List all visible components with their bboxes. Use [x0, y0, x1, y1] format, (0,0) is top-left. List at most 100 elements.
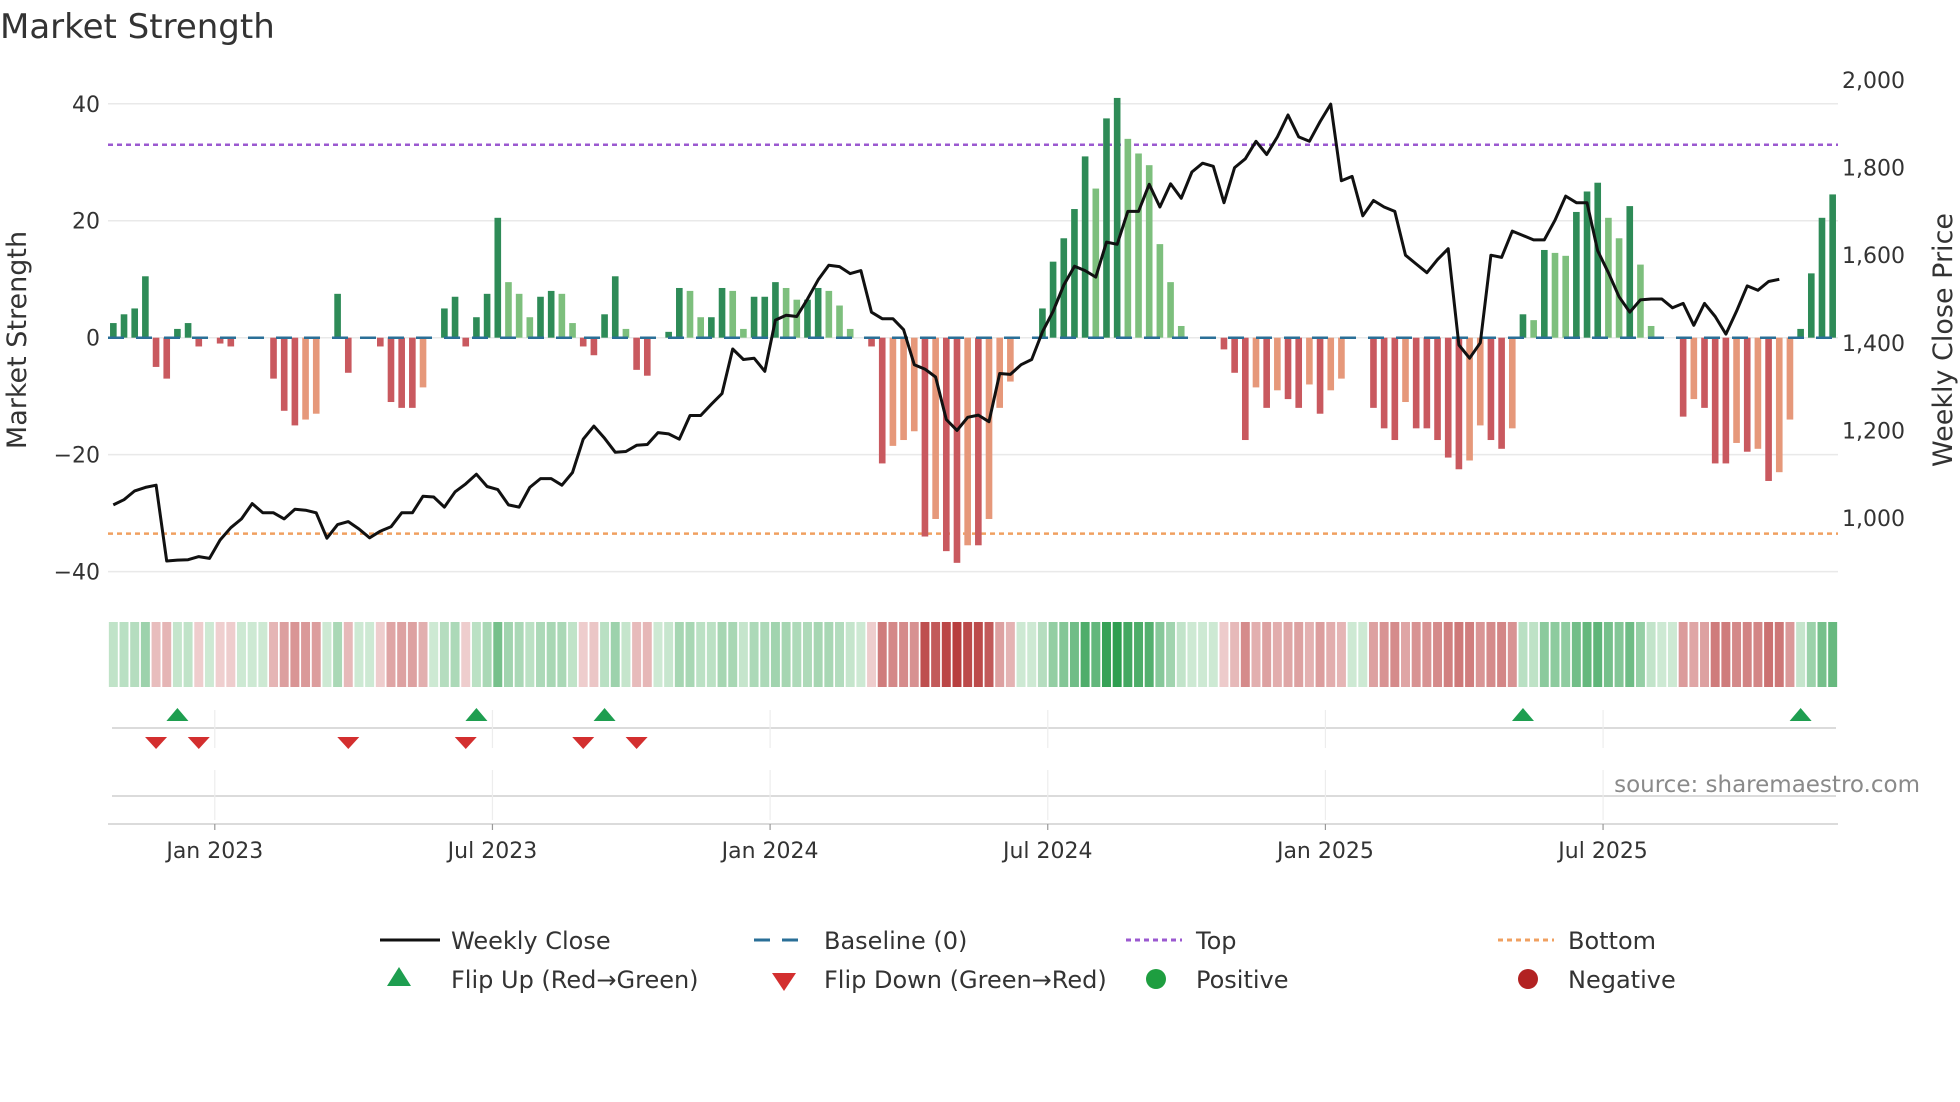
right-tick-label: 2,000: [1842, 69, 1905, 94]
heat-cell: [162, 622, 172, 687]
strength-bar: [1423, 337, 1431, 429]
heat-cell: [1155, 622, 1165, 687]
strength-bar: [387, 337, 395, 403]
strength-bar: [302, 337, 309, 420]
flip-down-marker: [337, 737, 360, 749]
strength-bar: [409, 337, 416, 408]
x-tick-label: Jul 2023: [446, 839, 538, 864]
heat-cell: [845, 622, 855, 687]
strength-bar: [1573, 211, 1580, 338]
heat-cell: [172, 622, 182, 687]
heat-cell: [963, 622, 973, 687]
heat-cell: [439, 622, 449, 687]
heat-cell: [1091, 622, 1101, 687]
strength-bar: [1092, 188, 1100, 338]
heat-cell: [1176, 622, 1186, 687]
strength-bar: [398, 337, 405, 408]
heat-cell: [1721, 622, 1731, 687]
strength-bar: [1508, 337, 1516, 429]
heat-cell: [738, 622, 748, 687]
strength-bar: [932, 337, 939, 519]
strength-bar: [1049, 261, 1057, 338]
heat-cell: [140, 622, 150, 687]
heat-cell: [1027, 622, 1037, 687]
heat-cell: [1336, 622, 1346, 687]
strength-bar: [622, 328, 630, 338]
flip-down-marker: [145, 737, 168, 749]
heat-cell: [1198, 622, 1208, 687]
flip-up-marker: [593, 708, 616, 721]
heat-cell: [760, 622, 770, 687]
strength-bar: [131, 308, 139, 338]
strength-bar: [804, 299, 811, 338]
legend-flip-down: Flip Down (Green→Red): [824, 966, 1107, 994]
heat-cell: [781, 622, 791, 687]
heat-cell: [1753, 622, 1763, 687]
heat-cell: [1219, 622, 1229, 687]
heat-cell: [813, 622, 823, 687]
strength-bar: [1786, 337, 1794, 420]
heat-cell: [1529, 622, 1539, 687]
heat-cell: [578, 622, 588, 687]
heat-cell: [1657, 622, 1667, 687]
heat-cell: [728, 622, 738, 687]
heat-cell: [1571, 622, 1581, 687]
heat-cell: [1102, 622, 1111, 687]
heat-cell: [1550, 622, 1560, 687]
strength-bar: [782, 287, 790, 338]
strength-bar: [1733, 337, 1740, 443]
heat-cell: [1433, 622, 1443, 687]
strength-bar: [377, 337, 384, 347]
right-axis-title: Weekly Close Price: [1928, 213, 1959, 467]
strength-bar: [312, 337, 320, 414]
heat-cell: [1283, 622, 1293, 687]
strength-bar: [494, 217, 502, 338]
strength-bar: [1647, 325, 1655, 338]
strength-bar: [1284, 337, 1292, 400]
strength-bar: [1113, 97, 1121, 338]
strength-bar: [1722, 337, 1730, 464]
heat-cell: [1123, 622, 1133, 687]
strength-bar: [1391, 337, 1399, 441]
heat-cell: [1614, 622, 1624, 687]
heat-cell: [1294, 622, 1304, 687]
heat-cell: [1539, 622, 1549, 687]
strength-bar: [1156, 244, 1164, 338]
heat-cell: [1635, 622, 1645, 687]
heat-cell: [215, 622, 225, 687]
heat-cell: [386, 622, 396, 687]
strength-bar: [1605, 217, 1612, 338]
heat-cell: [856, 622, 866, 687]
heat-cell: [204, 622, 214, 687]
strength-bar: [793, 299, 801, 338]
heat-cell: [397, 622, 407, 687]
strength-bar: [1754, 337, 1762, 449]
heat-cell: [1304, 622, 1314, 687]
heat-cell: [1454, 622, 1464, 687]
strength-bar: [1306, 337, 1313, 385]
strength-bar: [740, 328, 747, 338]
heat-cell: [1112, 622, 1122, 687]
x-tick-label: Jan 2025: [1275, 839, 1374, 864]
strength-bar: [665, 331, 672, 338]
heat-cell: [1689, 622, 1699, 687]
heat-cell: [1710, 622, 1720, 687]
heat-cell: [632, 622, 642, 687]
strength-bar: [1242, 337, 1249, 441]
heat-cell: [1443, 622, 1453, 687]
strength-bar: [942, 337, 950, 552]
heat-cell: [269, 622, 279, 687]
left-tick-label: 40: [72, 93, 100, 118]
x-tick-label: Jul 2024: [1001, 839, 1093, 864]
heat-cell: [1134, 622, 1144, 687]
heat-cell: [664, 622, 674, 687]
heat-cell: [1507, 622, 1517, 687]
flip-down-marker: [625, 737, 648, 749]
heat-cell: [909, 622, 919, 687]
strength-bar: [1562, 255, 1569, 338]
heat-cell: [1603, 622, 1613, 687]
strength-bar: [569, 323, 576, 338]
strength-bar: [1701, 337, 1708, 408]
strength-bar: [1797, 328, 1804, 338]
strength-bar: [1743, 337, 1751, 452]
